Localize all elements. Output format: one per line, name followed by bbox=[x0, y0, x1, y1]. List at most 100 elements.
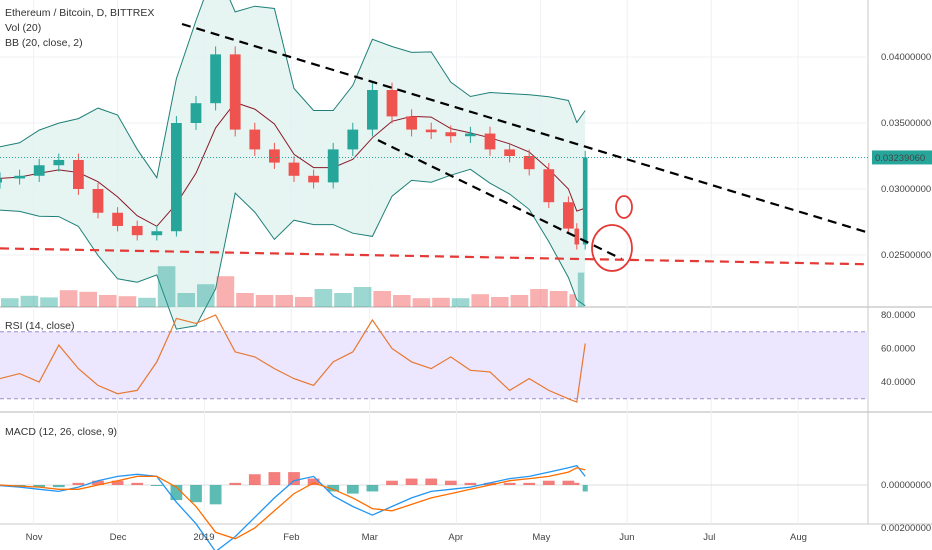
bb-basis bbox=[0, 101, 586, 227]
bb-indicator-label[interactable]: BB (20, close, 2) bbox=[5, 37, 83, 49]
rsi-band-fill bbox=[0, 331, 868, 399]
macd-histogram-bar bbox=[346, 485, 359, 494]
volume-bar bbox=[138, 297, 156, 307]
candle-body bbox=[563, 202, 574, 229]
candle-body bbox=[465, 133, 476, 137]
time-axis-label: Feb bbox=[283, 532, 299, 543]
macd-histogram-bar bbox=[327, 485, 340, 492]
candle-body bbox=[347, 129, 359, 150]
volume-bar bbox=[177, 293, 195, 307]
macd-histogram-bar bbox=[503, 482, 516, 485]
macd-histogram-bar bbox=[170, 485, 183, 501]
macd-histogram-bar bbox=[307, 478, 320, 485]
candle-body bbox=[151, 231, 163, 236]
macd-histogram-bar bbox=[72, 482, 85, 485]
volume-bar bbox=[118, 296, 137, 307]
rsi-indicator-label[interactable]: RSI (14, close) bbox=[5, 320, 75, 332]
price-axis-label: 0.02500000 bbox=[881, 250, 931, 261]
candle-body bbox=[249, 129, 261, 150]
macd-histogram-bar bbox=[150, 485, 163, 486]
volume-bar bbox=[255, 295, 274, 307]
volume-bar bbox=[577, 272, 585, 307]
macd-histogram-bar bbox=[268, 472, 281, 485]
candle-body bbox=[367, 90, 378, 130]
candle-body bbox=[33, 165, 45, 176]
candle-body bbox=[269, 149, 280, 163]
candle-body bbox=[445, 132, 457, 137]
time-axis-label: Jun bbox=[619, 532, 634, 543]
volume-bar bbox=[334, 293, 352, 307]
macd-histogram-bar bbox=[131, 482, 144, 485]
volume-bar bbox=[530, 289, 548, 307]
volume-bar bbox=[432, 297, 450, 307]
trendline bbox=[0, 247, 869, 266]
volume-bar bbox=[59, 290, 78, 307]
volume-bar bbox=[40, 297, 58, 307]
price-axis-label: 0.04000000 bbox=[881, 52, 931, 63]
volume-bar bbox=[1, 298, 19, 307]
candle-body bbox=[73, 159, 84, 189]
volume-bar bbox=[79, 291, 97, 307]
macd-histogram-bar bbox=[542, 480, 555, 485]
volume-bar bbox=[275, 295, 293, 307]
macd-histogram-bar bbox=[190, 485, 202, 503]
candle-body bbox=[112, 212, 123, 226]
macd-histogram-bar bbox=[33, 485, 46, 488]
time-axis-label: Apr bbox=[448, 532, 463, 543]
candle-body bbox=[14, 175, 25, 179]
macd-histogram-bar bbox=[209, 485, 222, 505]
volume-bar bbox=[471, 294, 489, 307]
macd-histogram-bar bbox=[248, 474, 261, 485]
time-axis-label: Dec bbox=[110, 532, 127, 543]
macd-histogram-bar bbox=[111, 480, 124, 485]
macd-histogram-bar bbox=[582, 485, 588, 492]
annotation-circle bbox=[591, 224, 633, 272]
volume-bar bbox=[99, 295, 117, 307]
candle-body bbox=[543, 169, 555, 203]
candle-body bbox=[574, 228, 580, 245]
macd-histogram-bar bbox=[425, 478, 438, 485]
macd-histogram-bar bbox=[92, 480, 104, 485]
macd-histogram-bar bbox=[523, 482, 536, 485]
rsi-axis-label: 80.0000 bbox=[881, 310, 915, 321]
volume-bar bbox=[451, 298, 470, 307]
macd-axis-label: 0.00200000 bbox=[881, 523, 931, 534]
candle-body bbox=[484, 133, 496, 150]
rsi-line bbox=[0, 314, 586, 403]
trendline bbox=[377, 139, 623, 260]
volume-bar bbox=[314, 289, 333, 307]
bb-upper-band bbox=[0, 0, 586, 179]
volume-bar bbox=[510, 295, 529, 307]
time-axis-label: Aug bbox=[790, 532, 807, 543]
symbol-title[interactable]: Ethereum / Bitcoin, D, BITTREX bbox=[5, 7, 155, 19]
time-axis-label: May bbox=[532, 532, 550, 543]
macd-axis-label: 0.00000000 bbox=[881, 480, 931, 491]
candle-body bbox=[171, 123, 182, 232]
volume-bar bbox=[373, 291, 391, 307]
last-price-badge bbox=[872, 150, 932, 165]
candle-body bbox=[406, 116, 417, 130]
candle-body bbox=[425, 129, 437, 133]
time-axis-label: Mar bbox=[362, 532, 378, 543]
time-axis-label: Jul bbox=[703, 532, 715, 543]
volume-bar bbox=[236, 293, 254, 307]
volume-bar bbox=[393, 295, 411, 307]
macd-histogram-bar bbox=[366, 485, 379, 492]
volume-bar bbox=[295, 297, 313, 307]
rsi-axis-label: 60.0000 bbox=[881, 344, 915, 355]
price-axis-label: 0.03500000 bbox=[881, 118, 931, 129]
macd-histogram-bar bbox=[405, 478, 418, 485]
candle-body bbox=[288, 162, 300, 176]
candle-body bbox=[210, 54, 221, 104]
macd-indicator-label[interactable]: MACD (12, 26, close, 9) bbox=[5, 426, 118, 438]
last-price-label: 0.03239060 bbox=[875, 153, 925, 164]
macd-histogram-bar bbox=[562, 480, 575, 485]
volume-bar bbox=[412, 298, 431, 307]
volume-bar bbox=[549, 291, 568, 307]
vol-indicator-label[interactable]: Vol (20) bbox=[5, 22, 42, 34]
candle-body bbox=[229, 54, 241, 130]
macd-histogram-bar bbox=[484, 482, 496, 485]
volume-bar bbox=[491, 297, 509, 307]
volume-bar bbox=[197, 284, 215, 307]
